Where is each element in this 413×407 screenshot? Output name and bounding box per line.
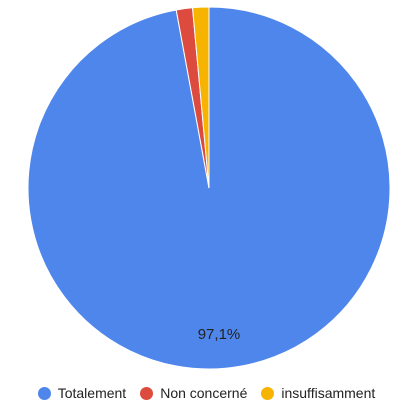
pie-slice-labels: 97,1% xyxy=(198,326,241,343)
legend: Totalement Non concerné insuffisamment xyxy=(0,385,413,401)
legend-item-insuffisamment[interactable]: insuffisamment xyxy=(261,385,375,401)
legend-marker xyxy=(37,386,51,400)
legend-label: Non concerné xyxy=(160,385,248,401)
slice-data-label: 97,1% xyxy=(198,326,241,343)
pie-slices xyxy=(27,6,391,370)
legend-label: Totalement xyxy=(57,385,127,401)
legend-item-totalement[interactable]: Totalement xyxy=(37,385,127,401)
pie-slice-insuffisamment[interactable] xyxy=(191,6,210,189)
legend-item-non-concerne[interactable]: Non concerné xyxy=(140,385,247,401)
pie-chart: 97,1% xyxy=(27,6,391,370)
legend-marker xyxy=(261,386,275,400)
legend-label: insuffisamment xyxy=(281,385,376,401)
legend-marker xyxy=(140,386,154,400)
